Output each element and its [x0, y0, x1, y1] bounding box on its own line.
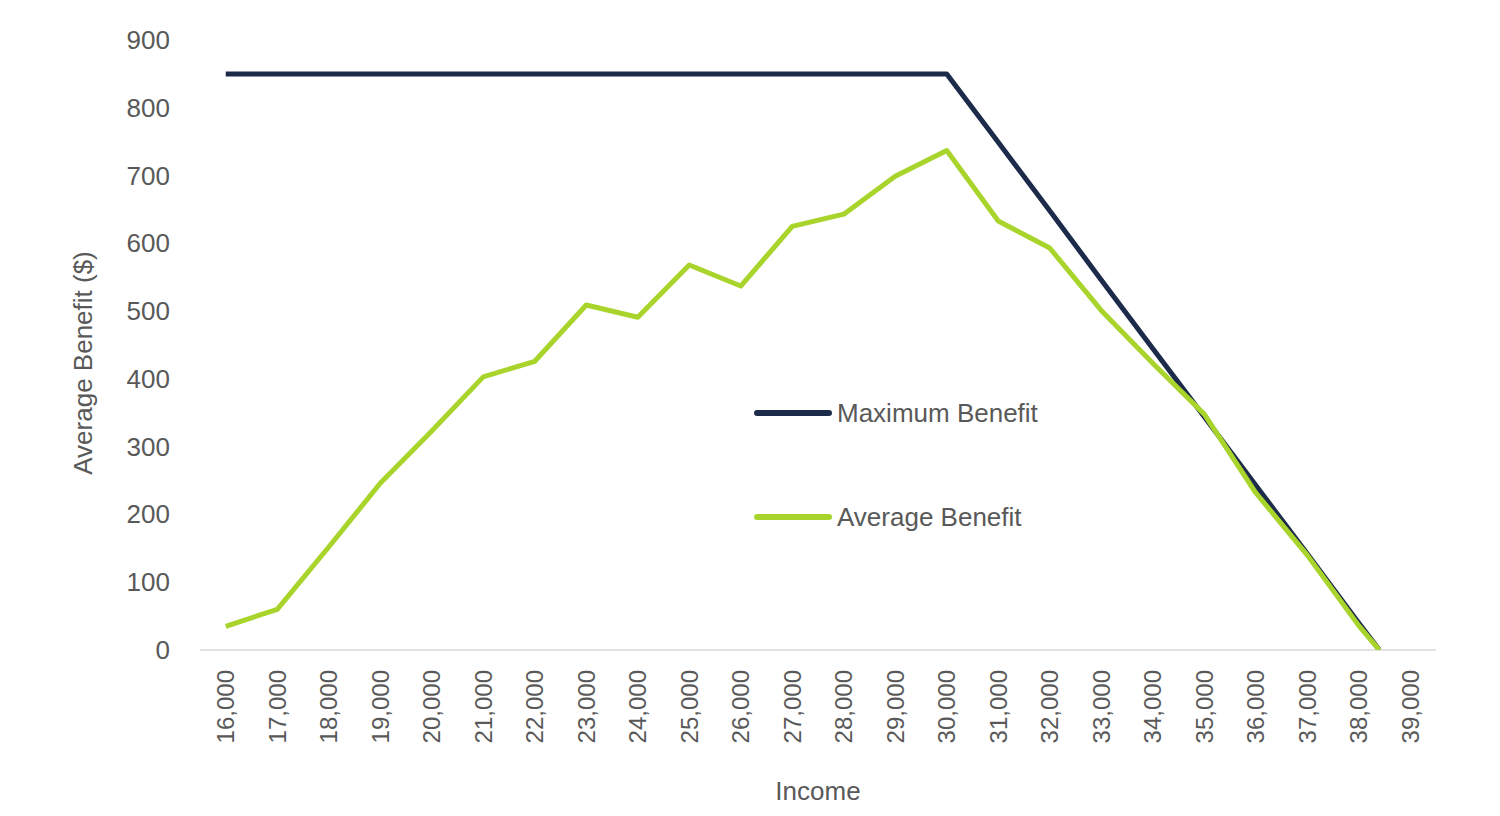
x-tick-label: 26,000: [727, 670, 754, 743]
y-tick-label: 600: [127, 228, 170, 258]
chart: 0 100 200 300 400 500 600 700 800 900 16,000 17,000…: [0, 0, 1500, 816]
legend-swatch: [757, 410, 829, 416]
x-tick-label: 16,000: [212, 670, 239, 743]
y-tick-label: 700: [127, 161, 170, 191]
x-tick-label: 36,000: [1242, 670, 1269, 743]
y-tick-label: 0: [156, 635, 170, 665]
x-tick-label: 18,000: [315, 670, 342, 743]
y-tick-label: 300: [127, 432, 170, 462]
x-tick-label: 19,000: [367, 670, 394, 743]
x-tick-label: 39,000: [1397, 670, 1424, 743]
x-axis-title: Income: [775, 776, 860, 806]
x-tick-label: 20,000: [418, 670, 445, 743]
x-tick-label: 25,000: [676, 670, 703, 743]
x-tick-label: 32,000: [1036, 670, 1063, 743]
legend-label: Maximum Benefit: [837, 398, 1039, 428]
y-tick-label: 200: [127, 499, 170, 529]
x-tick-label: 22,000: [521, 670, 548, 743]
x-tick-label: 33,000: [1088, 670, 1115, 743]
x-tick-label: 34,000: [1139, 670, 1166, 743]
x-tick-label: 21,000: [470, 670, 497, 743]
x-axis-line: [200, 649, 1436, 651]
y-tick-label: 400: [127, 364, 170, 394]
y-axis-title: Average Benefit ($): [68, 251, 98, 475]
x-tick-label: 38,000: [1345, 670, 1372, 743]
series-line: [226, 150, 1380, 650]
series-line: [226, 74, 1380, 650]
x-tick-label: 28,000: [830, 670, 857, 743]
x-tick-label: 35,000: [1191, 670, 1218, 743]
legend-label: Average Benefit: [837, 502, 1022, 532]
x-tick-label: 31,000: [985, 670, 1012, 743]
y-tick-label: 500: [127, 296, 170, 326]
y-tick-label: 800: [127, 93, 170, 123]
y-tick-label: 900: [127, 25, 170, 55]
x-tick-label: 37,000: [1294, 670, 1321, 743]
x-tick-label: 29,000: [882, 670, 909, 743]
y-tick-label: 100: [127, 567, 170, 597]
x-tick-label: 30,000: [933, 670, 960, 743]
x-tick-label: 17,000: [264, 670, 291, 743]
x-tick-label: 23,000: [573, 670, 600, 743]
legend-swatch: [757, 514, 829, 520]
plot-area: [226, 74, 1380, 650]
x-tick-label: 24,000: [624, 670, 651, 743]
x-tick-label: 27,000: [779, 670, 806, 743]
